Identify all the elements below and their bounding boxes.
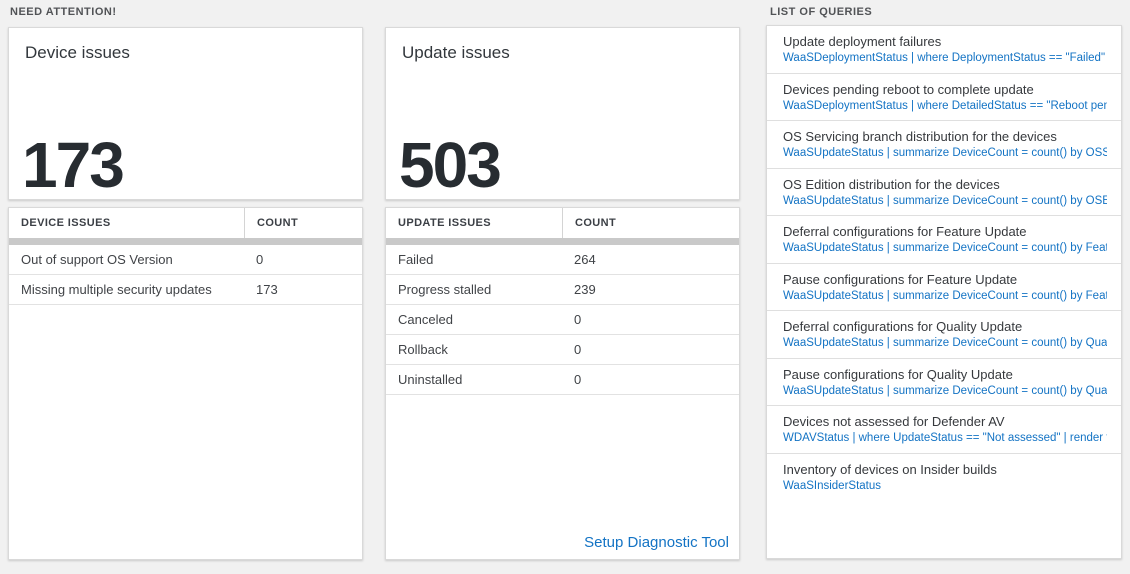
query-list-item[interactable]: Deferral configurations for Quality Upda… [767, 311, 1121, 359]
horizontal-scrollbar[interactable] [386, 238, 739, 245]
device-issues-count: 173 [22, 129, 125, 201]
query-title: OS Edition distribution for the devices [783, 176, 1000, 192]
query-title: Update deployment failures [783, 34, 942, 49]
device-issues-title: Device issues [25, 43, 130, 62]
device-issues-table: DEVICE ISSUES COUNT Out of support OS Ve… [8, 207, 363, 560]
horizontal-scrollbar[interactable] [9, 238, 362, 245]
query-list-item[interactable]: Pause configurations for Quality Update … [767, 359, 1121, 406]
issue-label: Canceled [398, 312, 453, 327]
device-issues-table-header: DEVICE ISSUES COUNT [9, 208, 362, 238]
table-row[interactable]: Progress stalled 239 [386, 275, 739, 305]
table-row[interactable]: Rollback 0 [386, 335, 739, 365]
update-issues-table: UPDATE ISSUES COUNT Failed 264 Progress … [385, 207, 740, 560]
query-code: WaaSInsiderStatus [783, 479, 882, 492]
query-list-item[interactable]: Devices pending reboot to complete updat… [767, 74, 1121, 121]
issue-label: Missing multiple security updates [21, 282, 212, 297]
query-code: WaaSDeploymentStatus | where DeploymentS… [783, 52, 1107, 64]
query-code: WaaSUpdateStatus | summarize DeviceCount… [783, 289, 1107, 302]
issue-count: 0 [256, 252, 264, 267]
query-list-item[interactable]: OS Edition distribution for the devices … [767, 169, 1121, 216]
issue-count: 239 [574, 282, 596, 297]
query-code: WaaSDeploymentStatus | where DetailedSta… [783, 99, 1107, 112]
query-title: Devices not assessed for Defender AV [783, 414, 1005, 429]
update-issues-table-header: UPDATE ISSUES COUNT [386, 208, 739, 238]
query-list-item[interactable]: Pause configurations for Feature Update … [767, 264, 1121, 311]
need-attention-section-title: NEED ATTENTION! [10, 6, 117, 18]
table-row[interactable]: Uninstalled 0 [386, 365, 739, 395]
query-list-item[interactable]: Devices not assessed for Defender AV WDA… [767, 406, 1121, 454]
query-list-item[interactable]: Inventory of devices on Insider builds W… [767, 454, 1121, 502]
table-row[interactable]: Canceled 0 [386, 305, 739, 335]
query-list-item[interactable]: Update deployment failures WaaSDeploymen… [767, 26, 1121, 74]
list-of-queries-section-title: LIST OF QUERIES [770, 6, 873, 18]
query-code: WaaSUpdateStatus | summarize DeviceCount… [783, 384, 1107, 397]
update-issues-column-header: UPDATE ISSUES [386, 208, 563, 238]
query-list-item[interactable]: OS Servicing branch distribution for the… [767, 121, 1121, 169]
count-column-header: COUNT [575, 217, 617, 229]
issue-label: Uninstalled [398, 372, 463, 387]
table-row[interactable]: Out of support OS Version 0 [9, 245, 362, 275]
table-row[interactable]: Failed 264 [386, 245, 739, 275]
table-row[interactable]: Missing multiple security updates 173 [9, 275, 362, 305]
issue-label: Rollback [398, 342, 448, 357]
query-title: Pause configurations for Quality Update [783, 366, 1013, 382]
query-code: WaaSUpdateStatus | summarize DeviceCount… [783, 242, 1107, 254]
issue-count: 0 [574, 372, 582, 387]
update-issues-tile[interactable]: Update issues 503 [385, 27, 740, 200]
query-code: WaaSUpdateStatus | summarize DeviceCount… [783, 194, 1107, 207]
query-code: WaaSUpdateStatus | summarize DeviceCount… [783, 147, 1107, 159]
query-list-item[interactable]: Deferral configurations for Feature Upda… [767, 216, 1121, 264]
query-title: Devices pending reboot to complete updat… [783, 81, 1034, 97]
query-title: Deferral configurations for Feature Upda… [783, 224, 1027, 239]
issue-label: Out of support OS Version [21, 252, 173, 267]
query-title: OS Servicing branch distribution for the… [783, 129, 1057, 144]
issue-count: 0 [574, 342, 582, 357]
issue-count: 173 [256, 282, 278, 297]
update-issues-count: 503 [399, 129, 502, 201]
list-of-queries-panel: Update deployment failures WaaSDeploymen… [766, 25, 1122, 559]
issue-count: 264 [574, 252, 596, 267]
query-code: WaaSUpdateStatus | summarize DeviceCount… [783, 337, 1107, 349]
device-issues-tile[interactable]: Device issues 173 [8, 27, 363, 200]
issue-count: 0 [574, 312, 582, 327]
issue-label: Progress stalled [398, 282, 492, 297]
setup-diagnostic-tool-link[interactable]: Setup Diagnostic Tool [584, 534, 729, 551]
issue-label: Failed [398, 252, 434, 267]
query-title: Pause configurations for Feature Update [783, 271, 1018, 287]
query-title: Deferral configurations for Quality Upda… [783, 319, 1023, 334]
query-title: Inventory of devices on Insider builds [783, 461, 997, 477]
device-issues-column-header: DEVICE ISSUES [9, 208, 245, 238]
update-issues-title: Update issues [402, 43, 510, 62]
query-code: WDAVStatus | where UpdateStatus == "Not … [783, 432, 1107, 444]
count-column-header: COUNT [257, 217, 299, 229]
